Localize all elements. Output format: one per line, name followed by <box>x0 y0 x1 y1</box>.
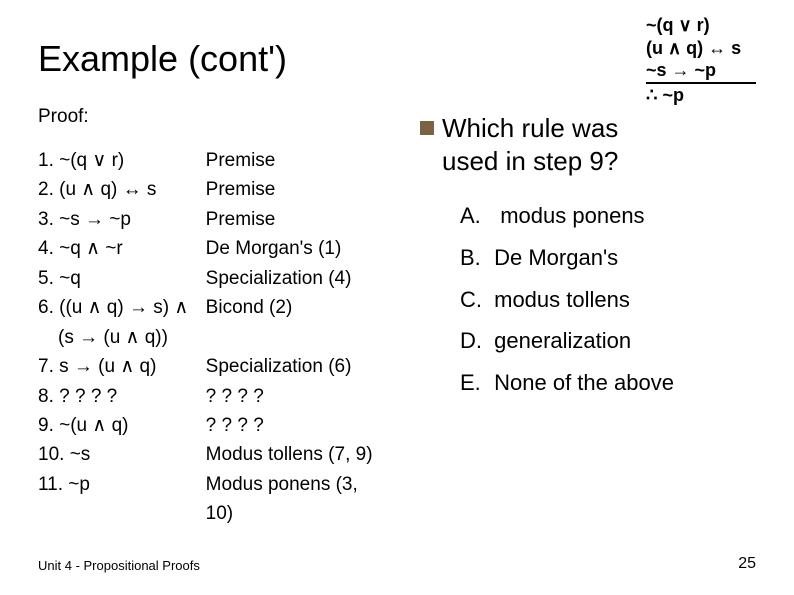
reason-6: Bicond (2) <box>206 293 388 322</box>
option-c-text: modus tollens <box>494 287 630 312</box>
proof-label: Proof: <box>38 106 388 128</box>
proof-reasons-column: Premise Premise Premise De Morgan's (1) … <box>206 146 388 529</box>
question-area: Which rule was used in step 9? A. modus … <box>420 112 766 404</box>
option-a: A. modus ponens <box>460 195 766 237</box>
step-8: 8. ? ? ? ? <box>38 382 206 411</box>
step-10: 10. ~s <box>38 440 206 469</box>
option-b-text: De Morgan's <box>494 245 618 270</box>
reason-5: Specialization (4) <box>206 264 388 293</box>
reason-3: Premise <box>206 205 388 234</box>
slide: Example (cont') ~(q ∨ r) (u ∧ q) ↔ s ~s … <box>0 0 794 595</box>
reason-10: Modus tollens (7, 9) <box>206 440 388 469</box>
conclusion: ∴ ~p <box>646 84 756 107</box>
proof-table: 1. ~(q ∨ r) 2. (u ∧ q) ↔ s 3. ~s → ~p 4.… <box>38 146 388 529</box>
reason-9: ? ? ? ? <box>206 411 388 440</box>
step-5: 5. ~q <box>38 264 206 293</box>
argument-premises: ~(q ∨ r) (u ∧ q) ↔ s ~s → ~p ∴ ~p <box>646 14 756 106</box>
option-b: B. De Morgan's <box>460 237 766 279</box>
step-7: 7. s → (u ∧ q) <box>38 352 206 381</box>
option-e-text: None of the above <box>494 370 674 395</box>
reason-2: Premise <box>206 175 388 204</box>
option-d: D. generalization <box>460 320 766 362</box>
question-line-1: Which rule was <box>442 113 618 143</box>
step-4: 4. ~q ∧ ~r <box>38 234 206 263</box>
reason-6b <box>206 323 388 352</box>
step-9: 9. ~(u ∧ q) <box>38 411 206 440</box>
step-6b: (s → (u ∧ q)) <box>38 323 206 352</box>
reason-1: Premise <box>206 146 388 175</box>
proof-steps-column: 1. ~(q ∨ r) 2. (u ∧ q) ↔ s 3. ~s → ~p 4.… <box>38 146 206 529</box>
reason-11: Modus ponens (3, 10) <box>206 470 388 529</box>
step-11: 11. ~p <box>38 470 206 499</box>
options-list: A. modus ponens B. De Morgan's C. modus … <box>420 195 766 404</box>
footer-page-number: 25 <box>738 555 756 573</box>
bullet-icon <box>420 121 434 135</box>
step-3: 3. ~s → ~p <box>38 205 206 234</box>
question: Which rule was used in step 9? <box>420 112 766 177</box>
reason-7: Specialization (6) <box>206 352 388 381</box>
option-d-text: generalization <box>494 328 631 353</box>
reason-4: De Morgan's (1) <box>206 234 388 263</box>
option-c: C. modus tollens <box>460 279 766 321</box>
premise-2: (u ∧ q) ↔ s <box>646 37 756 60</box>
question-line-2: used in step 9? <box>442 146 618 176</box>
step-6a: 6. ((u ∧ q) → s) ∧ <box>38 293 206 322</box>
footer-unit: Unit 4 - Propositional Proofs <box>38 558 200 573</box>
step-2: 2. (u ∧ q) ↔ s <box>38 175 206 204</box>
option-e: E. None of the above <box>460 362 766 404</box>
premise-1: ~(q ∨ r) <box>646 14 756 37</box>
reason-8: ? ? ? ? <box>206 382 388 411</box>
option-a-text: modus ponens <box>500 203 644 228</box>
premise-3: ~s → ~p <box>646 59 756 84</box>
step-1: 1. ~(q ∨ r) <box>38 146 206 175</box>
